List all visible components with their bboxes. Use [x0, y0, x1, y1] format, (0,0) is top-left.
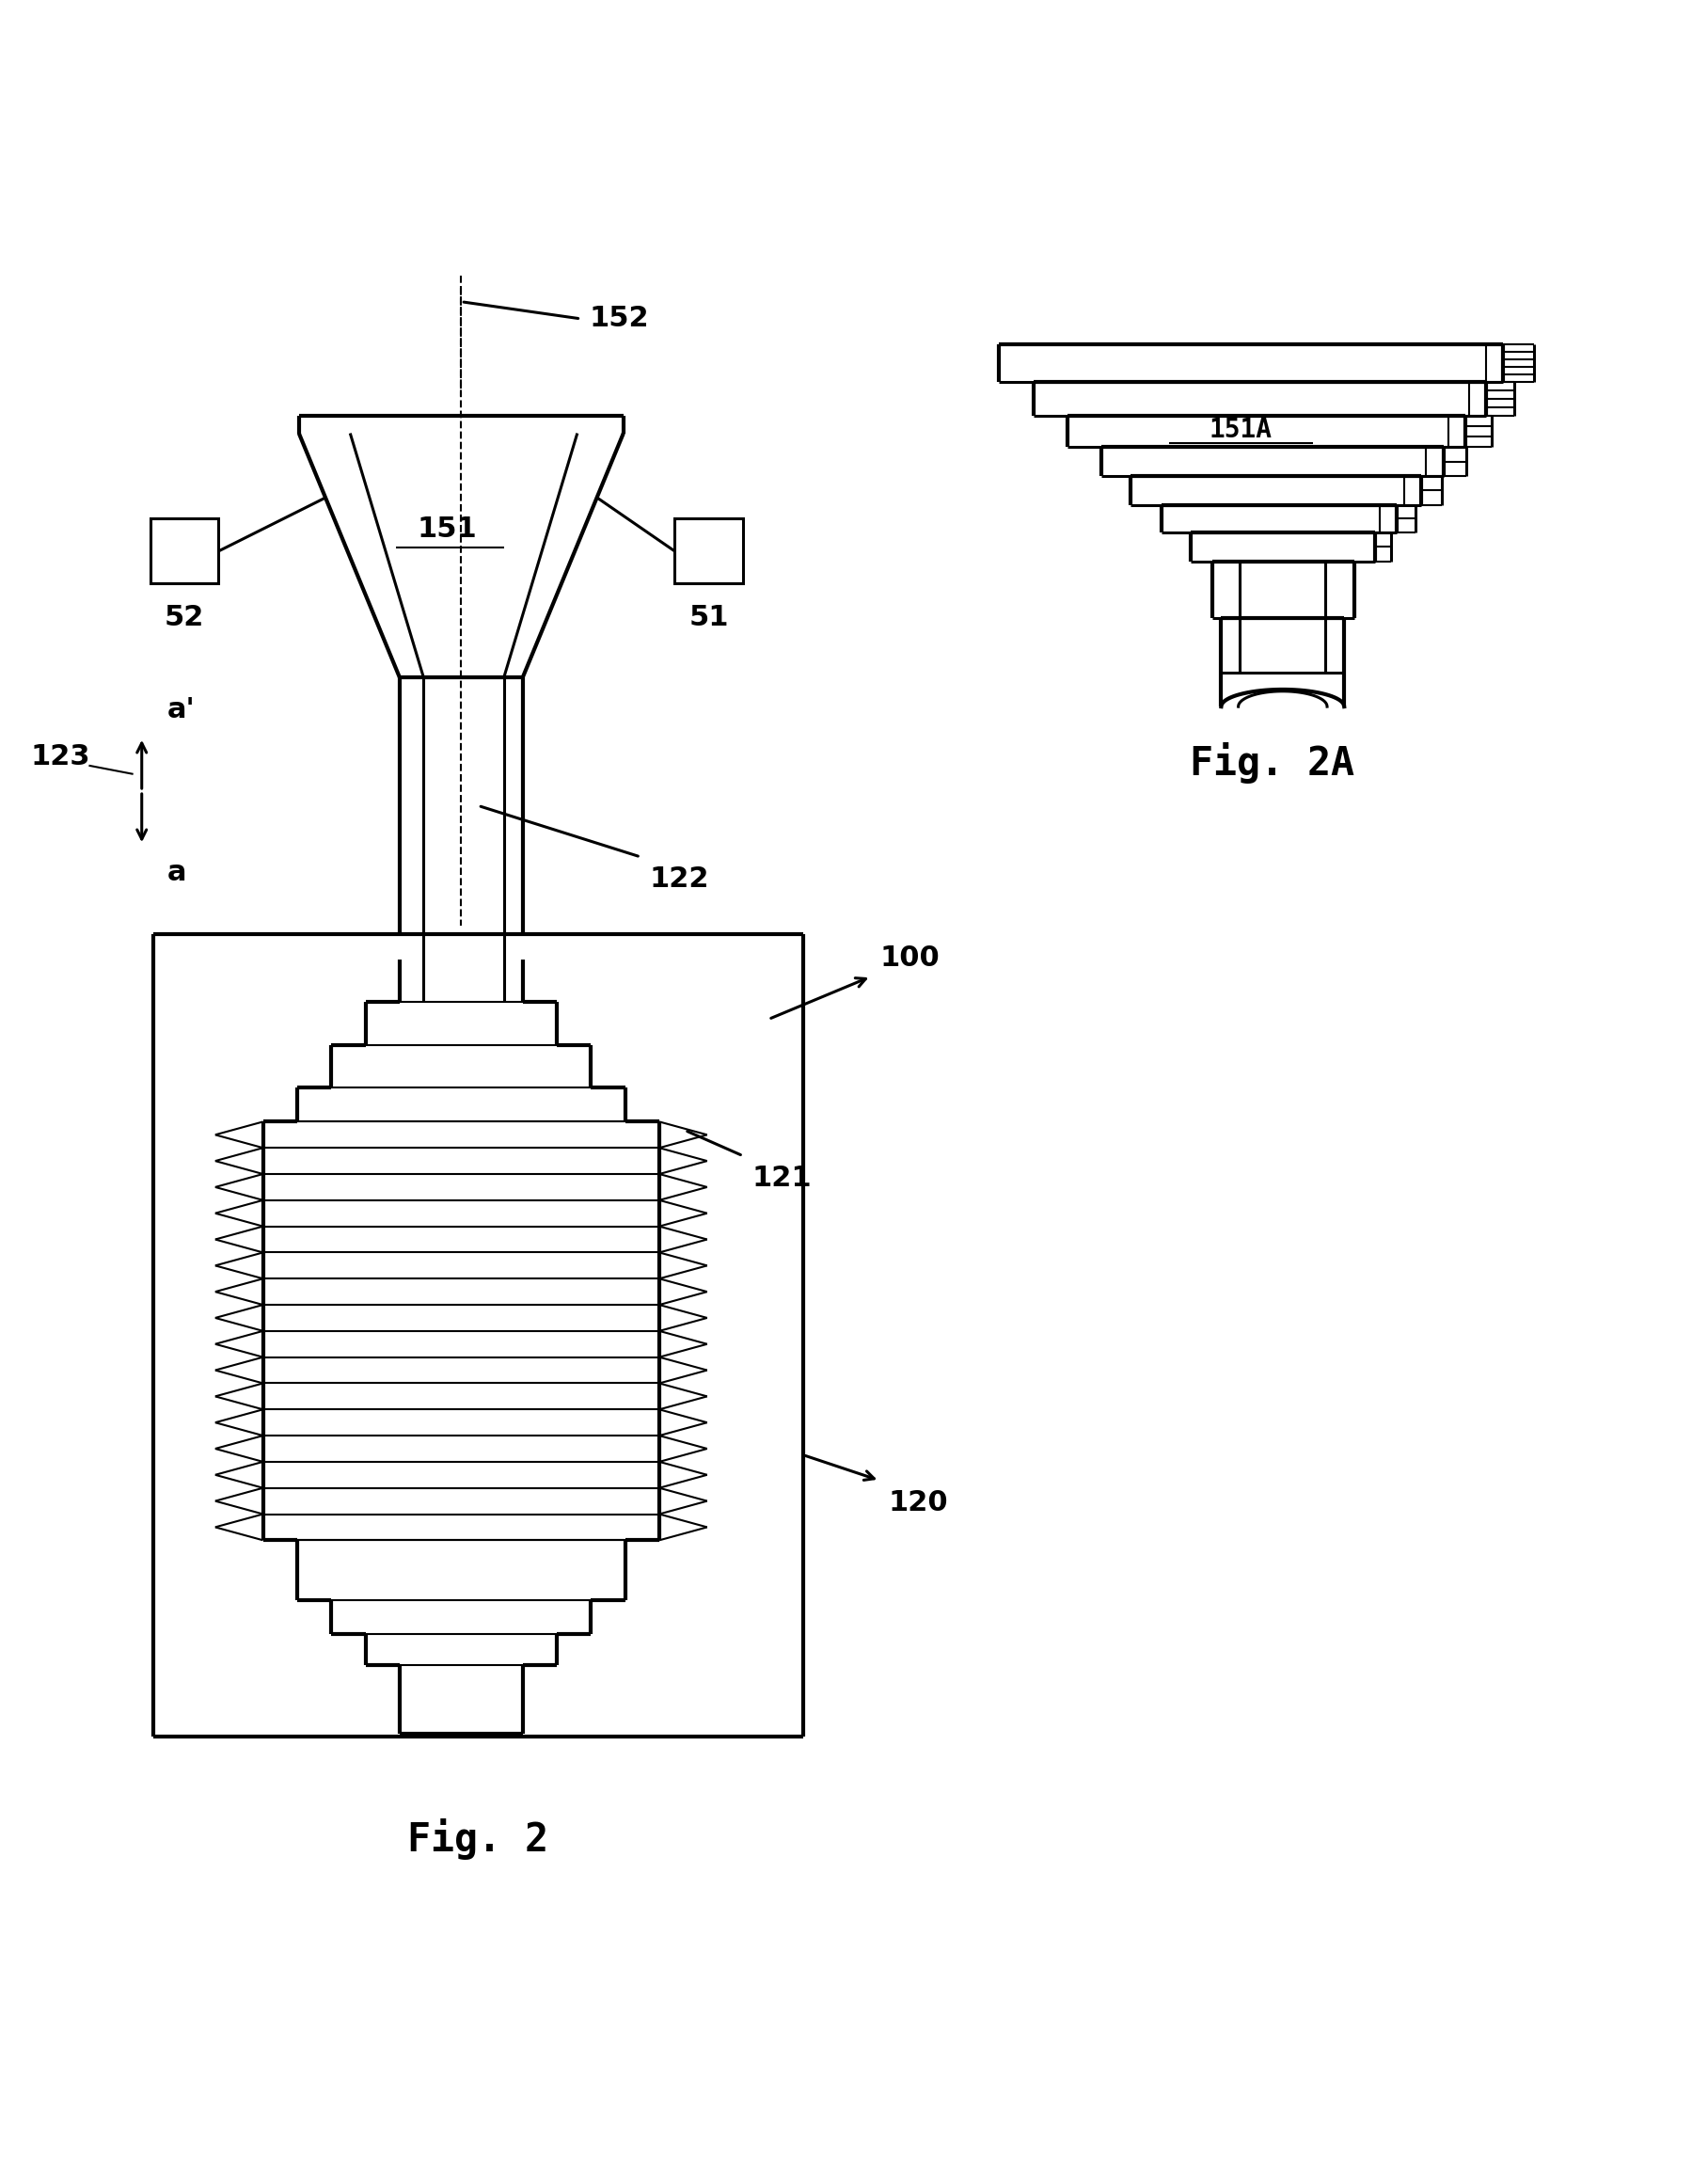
Text: 151: 151 [417, 516, 478, 542]
Text: 122: 122 [649, 865, 709, 893]
Text: Fig. 2: Fig. 2 [408, 1819, 548, 1860]
Text: 120: 120 [888, 1489, 948, 1517]
Text: 123: 123 [31, 742, 91, 770]
Text: 51: 51 [688, 604, 729, 632]
Bar [675, 518, 743, 583]
Bar [150, 518, 219, 583]
Text: 100: 100 [880, 943, 939, 971]
Text: 152: 152 [589, 304, 649, 332]
Text: 52: 52 [164, 604, 205, 632]
Text: 121: 121 [752, 1165, 811, 1191]
Text: a: a [167, 859, 186, 887]
Text: 151A: 151A [1209, 416, 1272, 442]
Text: a': a' [167, 697, 195, 723]
Text: Fig. 2A: Fig. 2A [1190, 742, 1354, 783]
